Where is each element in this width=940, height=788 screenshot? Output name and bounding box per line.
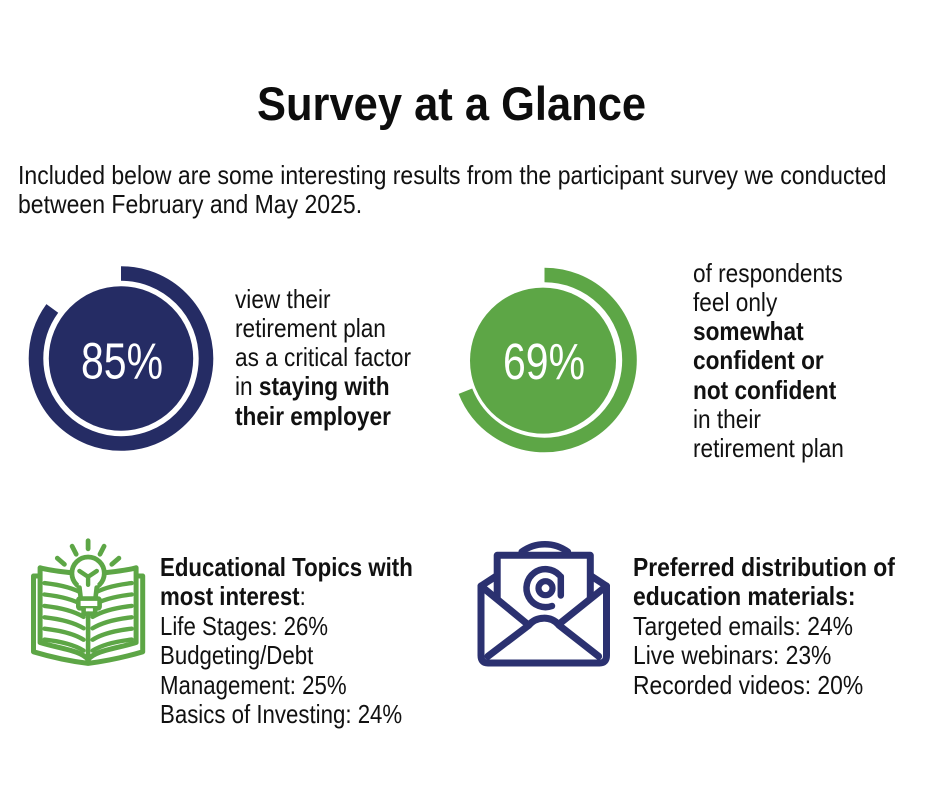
svg-text:85%: 85% (81, 333, 163, 390)
svg-text:69%: 69% (503, 333, 585, 390)
